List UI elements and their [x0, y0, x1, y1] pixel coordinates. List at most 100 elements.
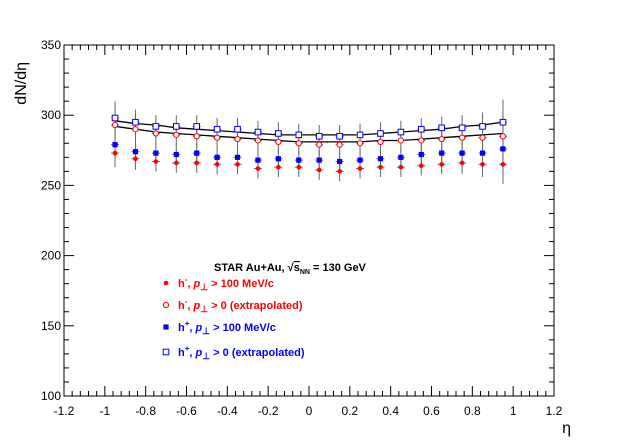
legend-sep: ,: [189, 322, 195, 334]
legend-charge: -: [185, 275, 188, 284]
data-point: [479, 123, 486, 130]
legend-marker: [163, 324, 169, 330]
legend-title-s: s: [294, 262, 300, 274]
legend-title-sqrt: √: [288, 262, 295, 274]
data-point: [213, 125, 221, 133]
legend-cut: > 0 (extrapolated): [210, 347, 305, 359]
legend-perp: ⊥: [202, 326, 210, 336]
data-point: [275, 138, 282, 145]
legend-label: h-, p⊥ > 0 (extrapolated): [178, 297, 303, 314]
x-tick-labels: -1.2 -1 -0.8 -0.6 -0.4 -0.2 0 0.2 0.4 0.6 0.8 1 1.2: [54, 404, 563, 418]
y-tick-labels: 100 150 200 250 300 350: [41, 38, 61, 403]
legend-pt: p: [193, 278, 201, 290]
data-point: [296, 164, 302, 170]
data-point: [254, 128, 262, 136]
data-point: [194, 150, 200, 156]
x-tick-label: 0.8: [464, 404, 481, 418]
data-point: [336, 132, 343, 140]
legend-particle: h: [178, 300, 185, 312]
legend-entry: h+, p⊥ > 0 (extrapolated): [162, 344, 305, 361]
fit-curves-layer: [114, 120, 504, 143]
data-point: [377, 138, 384, 145]
data-point: [255, 157, 261, 163]
data-points-layer: [111, 114, 507, 174]
data-point: [378, 164, 383, 170]
data-point: [235, 162, 240, 167]
data-point: [194, 160, 200, 166]
legend-particle: h: [178, 278, 185, 290]
data-point: [214, 154, 220, 160]
data-point: [356, 140, 364, 147]
data-point: [357, 166, 363, 171]
data-point: [439, 150, 445, 156]
data-point: [152, 123, 160, 130]
data-point: [316, 141, 323, 148]
data-point: [214, 162, 220, 167]
data-point: [459, 150, 465, 156]
x-tick-label: 1: [510, 404, 517, 418]
data-point: [377, 156, 384, 162]
legend-pt: p: [195, 347, 203, 359]
legend-title-subscript: NN: [300, 269, 310, 276]
data-point: [111, 121, 119, 129]
data-point: [479, 134, 486, 141]
data-point: [458, 124, 466, 132]
data-point: [397, 128, 405, 136]
legend-entry: h-, p⊥ > 0 (extrapolated): [162, 297, 303, 314]
data-point: [275, 156, 281, 162]
legend-label: h+, p⊥ > 0 (extrapolated): [178, 344, 305, 361]
data-point: [315, 132, 323, 140]
data-point: [153, 159, 159, 164]
data-point: [152, 130, 159, 137]
legend-entry: h-, p⊥ > 100 MeV/c: [163, 275, 274, 292]
legend-title-suffix: = 130 GeV: [310, 262, 367, 274]
data-point: [418, 151, 424, 158]
legend-label: h-, p⊥ > 100 MeV/c: [178, 275, 274, 292]
x-tick-label: -0.8: [135, 404, 156, 418]
x-tick-label: -1.2: [54, 404, 75, 418]
data-point: [296, 157, 302, 163]
y-tick-label: 250: [41, 178, 61, 192]
data-point: [417, 125, 425, 133]
data-point: [276, 164, 281, 170]
legend-entries: h-, p⊥ > 100 MeV/ch-, p⊥ > 0 (extrapolat…: [162, 275, 305, 361]
x-tick-label: 1.2: [546, 404, 563, 418]
legend-title-prefix: STAR Au+Au,: [214, 262, 288, 274]
data-point: [336, 141, 343, 148]
tick-marks-layer: [63, 44, 555, 397]
fit-curve: [114, 125, 504, 143]
data-point: [173, 151, 179, 158]
y-tick-label: 200: [41, 249, 61, 263]
legend-title: STAR Au+Au, √sNN = 130 GeV: [214, 262, 367, 276]
y-tick-label: 150: [41, 319, 61, 333]
data-point: [398, 164, 404, 170]
data-point: [254, 137, 262, 144]
data-point: [132, 118, 139, 126]
data-point: [132, 149, 139, 155]
legend-marker: [162, 348, 170, 356]
x-axis-title: η: [562, 420, 571, 437]
data-point: [234, 135, 241, 143]
data-point: [500, 162, 506, 167]
legend-perp: ⊥: [200, 304, 208, 314]
data-point: [479, 150, 486, 156]
data-point: [234, 125, 241, 133]
data-point: [337, 158, 343, 165]
data-point: [112, 150, 118, 156]
legend-sep: ,: [187, 278, 193, 290]
data-point: [377, 130, 384, 137]
legend-charge: +: [185, 319, 190, 328]
y-tick-label: 100: [41, 389, 61, 403]
fit-curve: [114, 120, 504, 136]
x-tick-label: -0.6: [176, 404, 197, 418]
data-point: [418, 137, 425, 144]
legend-charge: -: [185, 297, 188, 306]
y-tick-label: 350: [41, 38, 61, 52]
data-point: [173, 160, 179, 166]
plot-frame: [63, 44, 555, 397]
legend-cut: > 0 (extrapolated): [208, 300, 303, 312]
legend-particle: h: [178, 347, 185, 359]
data-point: [438, 135, 445, 143]
data-point: [132, 126, 139, 133]
